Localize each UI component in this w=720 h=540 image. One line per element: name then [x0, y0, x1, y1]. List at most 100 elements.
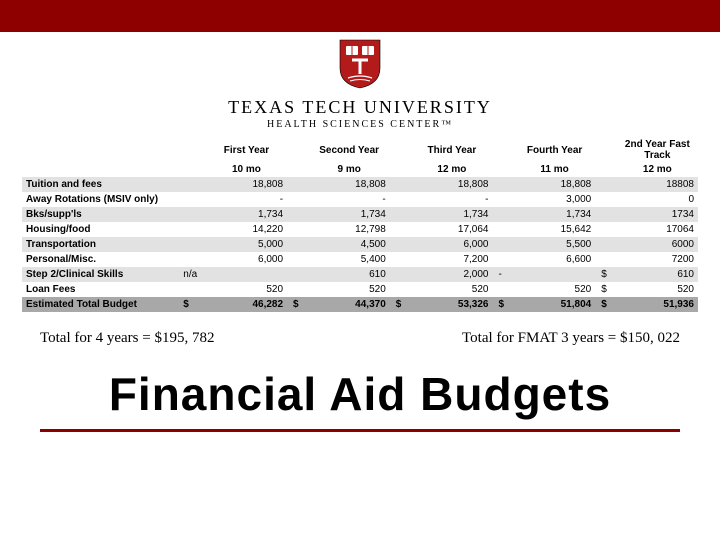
col-subheader: 11 mo	[514, 162, 595, 177]
currency-mark	[595, 252, 617, 267]
row-label: Step 2/Clinical Skills	[22, 267, 177, 282]
currency-mark	[390, 192, 412, 207]
table-row: Loan Fees520520520520$520	[22, 282, 698, 297]
cell-value: 5,000	[206, 237, 287, 252]
currency-mark	[287, 192, 309, 207]
table-row: Housing/food14,22012,79817,06415,6421706…	[22, 222, 698, 237]
col-subheader: 9 mo	[309, 162, 390, 177]
table-row: Away Rotations (MSIV only)---3,0000	[22, 192, 698, 207]
currency-mark: -	[492, 267, 514, 282]
currency-mark	[177, 282, 206, 297]
cell-value: 4,500	[309, 237, 390, 252]
cell-value: 6,600	[514, 252, 595, 267]
currency-mark: n/a	[177, 267, 206, 282]
currency-mark	[287, 222, 309, 237]
cell-value: -	[411, 192, 492, 207]
col-subheader: 12 mo	[411, 162, 492, 177]
budget-table-wrap: First YearSecond YearThird YearFourth Ye…	[22, 138, 698, 312]
cell-value: 18,808	[206, 177, 287, 192]
table-row: Step 2/Clinical Skillsn/a 610 2,000- $610	[22, 267, 698, 282]
cell-value: 520	[309, 282, 390, 297]
row-label: Bks/supp'ls	[22, 207, 177, 222]
cell-value: 18808	[617, 177, 698, 192]
currency-mark	[492, 282, 514, 297]
currency-mark	[177, 192, 206, 207]
cell-value: 520	[411, 282, 492, 297]
col-subheader: 12 mo	[617, 162, 698, 177]
cell-value: -	[309, 192, 390, 207]
cell-value: 0	[617, 192, 698, 207]
col-header: Third Year	[411, 138, 492, 162]
cell-value: 2,000	[411, 267, 492, 282]
university-subtitle: HEALTH SCIENCES CENTER™	[0, 119, 720, 130]
table-row: Tuition and fees18,80818,80818,80818,808…	[22, 177, 698, 192]
cell-value: -	[206, 192, 287, 207]
top-bar	[0, 0, 720, 32]
shield-logo-icon	[338, 38, 382, 95]
cell-value: 53,326	[411, 297, 492, 312]
cell-value: 12,798	[309, 222, 390, 237]
currency-mark: $	[492, 297, 514, 312]
currency-mark	[492, 222, 514, 237]
logo-block: TEXAS TECH UNIVERSITY HEALTH SCIENCES CE…	[0, 38, 720, 130]
table-row: Personal/Misc.6,0005,4007,2006,6007200	[22, 252, 698, 267]
table-row: Bks/supp'ls1,7341,7341,7341,7341734	[22, 207, 698, 222]
cell-value: 15,642	[514, 222, 595, 237]
cell-value: 14,220	[206, 222, 287, 237]
currency-mark: $	[390, 297, 412, 312]
col-subheader: 10 mo	[206, 162, 287, 177]
col-header: First Year	[206, 138, 287, 162]
cell-value: 46,282	[206, 297, 287, 312]
currency-mark	[390, 252, 412, 267]
currency-mark: $	[595, 297, 617, 312]
table-body: Tuition and fees18,80818,80818,80818,808…	[22, 177, 698, 312]
cell-value: 17,064	[411, 222, 492, 237]
table-header-row-1: First YearSecond YearThird YearFourth Ye…	[22, 138, 698, 162]
currency-mark	[390, 237, 412, 252]
currency-mark: $	[595, 282, 617, 297]
table-header-row-2: 10 mo 9 mo 12 mo 11 mo 12 mo	[22, 162, 698, 177]
currency-mark	[287, 282, 309, 297]
table-row: Transportation5,0004,5006,0005,5006000	[22, 237, 698, 252]
cell-value: 51,804	[514, 297, 595, 312]
title-rule	[40, 429, 680, 432]
cell-value	[206, 267, 287, 282]
currency-mark	[595, 177, 617, 192]
cell-value: 5,500	[514, 237, 595, 252]
university-name: TEXAS TECH UNIVERSITY	[0, 97, 720, 118]
row-label: Away Rotations (MSIV only)	[22, 192, 177, 207]
budget-table: First YearSecond YearThird YearFourth Ye…	[22, 138, 698, 312]
currency-mark	[492, 207, 514, 222]
col-header-blank	[22, 138, 177, 162]
cell-value: 17064	[617, 222, 698, 237]
col-header: Second Year	[309, 138, 390, 162]
currency-mark	[177, 177, 206, 192]
cell-value: 1,734	[514, 207, 595, 222]
currency-mark	[177, 207, 206, 222]
currency-mark	[492, 252, 514, 267]
cell-value: 1,734	[206, 207, 287, 222]
currency-mark	[595, 222, 617, 237]
currency-mark	[595, 237, 617, 252]
currency-mark: $	[177, 297, 206, 312]
currency-mark	[390, 222, 412, 237]
row-label: Tuition and fees	[22, 177, 177, 192]
col-header: 2nd Year Fast Track	[617, 138, 698, 162]
cell-value: 520	[514, 282, 595, 297]
currency-mark	[177, 252, 206, 267]
cell-value: 610	[617, 267, 698, 282]
currency-mark	[287, 177, 309, 192]
cell-value: 7,200	[411, 252, 492, 267]
currency-mark	[287, 237, 309, 252]
cell-value: 18,808	[309, 177, 390, 192]
currency-mark	[492, 192, 514, 207]
currency-mark	[595, 192, 617, 207]
currency-mark	[390, 267, 412, 282]
currency-mark: $	[595, 267, 617, 282]
currency-mark	[390, 177, 412, 192]
currency-mark	[390, 282, 412, 297]
cell-value: 51,936	[617, 297, 698, 312]
cell-value: 610	[309, 267, 390, 282]
row-label: Estimated Total Budget	[22, 297, 177, 312]
currency-mark	[177, 237, 206, 252]
